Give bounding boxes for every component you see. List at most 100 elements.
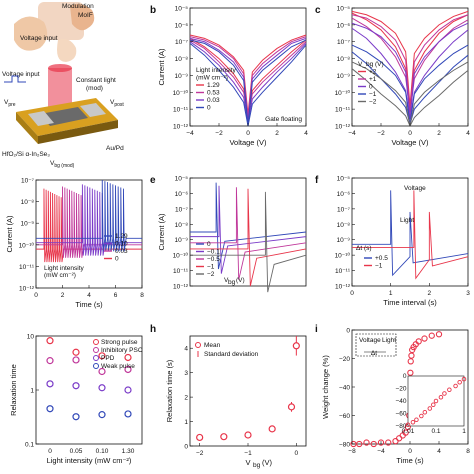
- y-tick-label-c: 10⁻⁹: [337, 73, 351, 80]
- y-tick-label-c: 10⁻⁷: [337, 39, 351, 46]
- inset-schematic-i: [355, 333, 397, 357]
- legend-entry-d: 0.03: [115, 248, 128, 255]
- legend-title-d: (mW cm⁻²): [44, 272, 76, 279]
- inset-data-point-i: [442, 391, 447, 396]
- x-tick-label-i: −8: [348, 448, 356, 455]
- legend-entry-g: Strong pulse: [101, 339, 138, 346]
- inset-data-point-i: [410, 420, 416, 425]
- legend-title-b: (mW cm⁻²): [196, 75, 228, 82]
- legend-entry-mean-h: Mean: [204, 342, 221, 349]
- x-axis-label-sub-h: bg: [253, 462, 261, 469]
- inset-label-dt-i: Δt: [371, 350, 377, 357]
- x-axis-label-g: Light intensity (mW cm⁻²): [47, 456, 132, 465]
- inset-data-point-i: [431, 402, 436, 408]
- x-tick-label-c: 0: [408, 130, 412, 137]
- inset-data-point-i: [405, 422, 411, 428]
- plot-frame-f: [351, 177, 469, 287]
- data-point-i: [421, 335, 428, 342]
- y-tick-label-f: 10⁻⁸: [337, 222, 351, 229]
- light-source: [48, 64, 72, 72]
- y-tick-label-e: 10⁻⁶: [175, 191, 189, 198]
- inset-data-point-i: [457, 380, 462, 385]
- data-point-g: [98, 384, 106, 392]
- annotation-voltage-f: Voltage: [404, 185, 426, 192]
- y-tick-label-g: 0.1: [25, 442, 34, 449]
- y-tick-label-d: 10⁻¹⁰: [19, 241, 35, 249]
- x-tick-label-d: 4: [87, 292, 91, 299]
- inset-y-tick-label-i: −60: [395, 411, 406, 418]
- x-tick-label-b: 2: [275, 130, 279, 137]
- y-tick-label-f: 10⁻⁷: [337, 206, 351, 213]
- data-point-h: [196, 433, 204, 442]
- y-tick-label-h: 4: [184, 346, 188, 353]
- inset-data-point-i: [419, 413, 424, 419]
- x-axis-label-b: Voltage (V): [229, 138, 267, 147]
- y-tick-label-c: 10⁻¹¹: [335, 107, 351, 114]
- annotation-light-f: Light: [400, 217, 414, 224]
- y-tick-label-b: 10⁻¹¹: [173, 107, 189, 114]
- y-tick-label-e: 10⁻⁷: [175, 206, 189, 213]
- x-tick-label-i: −4: [377, 448, 385, 455]
- trace-f: [352, 190, 469, 280]
- inset-data-point-i: [447, 387, 452, 393]
- data-point-g: [98, 411, 106, 419]
- y-tick-label-h: 3: [184, 370, 188, 377]
- data-point-g: [124, 386, 132, 394]
- y-tick-label-d: 10⁻⁸: [21, 199, 35, 206]
- spike-trace-e: [190, 182, 307, 270]
- x-tick-label-b: 0: [246, 130, 250, 137]
- x-axis-label-h: V: [245, 458, 250, 467]
- inset-data-point-i: [438, 395, 444, 400]
- legend-title-e: V: [224, 277, 229, 284]
- legend-entry-f: +0.5: [375, 255, 388, 262]
- y-tick-label-f: 10⁻⁶: [337, 191, 351, 198]
- y-tick-label-h: 1: [184, 419, 188, 426]
- inset-plot-frame-i: [407, 375, 465, 427]
- legend-entry-g: Weak pulse: [101, 363, 135, 370]
- y-tick-label-i: −80: [339, 442, 350, 449]
- x-tick-label-b: −2: [215, 130, 223, 137]
- substrate-front: [16, 112, 38, 144]
- data-point-i: [428, 332, 435, 339]
- y-axis-label-e: Current (A): [157, 213, 166, 251]
- legend-entry-sd-h: Standard deviation: [204, 351, 259, 358]
- y-axis-label-h: Relaxation time (s): [165, 359, 174, 422]
- panel-label-b: b: [150, 5, 156, 16]
- y-tick-label-b: 10⁻¹²: [173, 124, 189, 131]
- x-tick-label-c: 4: [466, 130, 470, 137]
- legend-marker-g: [93, 347, 99, 353]
- voltage-pulse-icon: [4, 75, 26, 83]
- legend-entry-c: −2: [369, 99, 377, 106]
- legend-entry-d: 0.10: [115, 241, 128, 248]
- label-modulation-2: MoIF: [78, 12, 93, 19]
- pulse-train-d: [36, 184, 142, 256]
- y-tick-label-f: 10⁻⁹: [337, 237, 351, 244]
- legend-entry-e: −0.5: [207, 256, 220, 263]
- legend-marker-g: [93, 355, 99, 361]
- y-tick-label-f: 10⁻¹²: [335, 284, 351, 291]
- legend-entry-c: +1: [369, 76, 377, 83]
- data-point-g: [98, 352, 106, 360]
- y-tick-label-d: 10⁻¹²: [19, 286, 35, 293]
- legend-entry-g: Inhibitory PSC: [101, 347, 143, 354]
- y-tick-label-i: −40: [339, 385, 350, 392]
- y-tick-label-h: 2: [184, 395, 188, 402]
- data-point-g: [72, 382, 80, 390]
- data-point-i: [363, 439, 370, 446]
- inset-label-light-i: Light: [382, 337, 396, 344]
- y-tick-label-b: 10⁻⁸: [175, 56, 189, 63]
- legend-entry-e: −1: [207, 264, 215, 271]
- inset-data-point-i: [433, 398, 439, 404]
- panel-label-i: i: [315, 324, 318, 335]
- legend-entry-c: +2: [369, 69, 377, 76]
- y-tick-label-b: 10⁻¹⁰: [173, 89, 189, 97]
- x-tick-label-d: 8: [140, 292, 144, 299]
- label-modulation: Modulation: [62, 3, 94, 10]
- y-axis-label-i: Weight change (%): [321, 355, 330, 419]
- data-point-g: [72, 348, 80, 356]
- light-beam: [48, 68, 72, 108]
- data-point-g: [46, 405, 54, 413]
- panel-label-f: f: [315, 175, 319, 186]
- substrate-side: [38, 120, 118, 144]
